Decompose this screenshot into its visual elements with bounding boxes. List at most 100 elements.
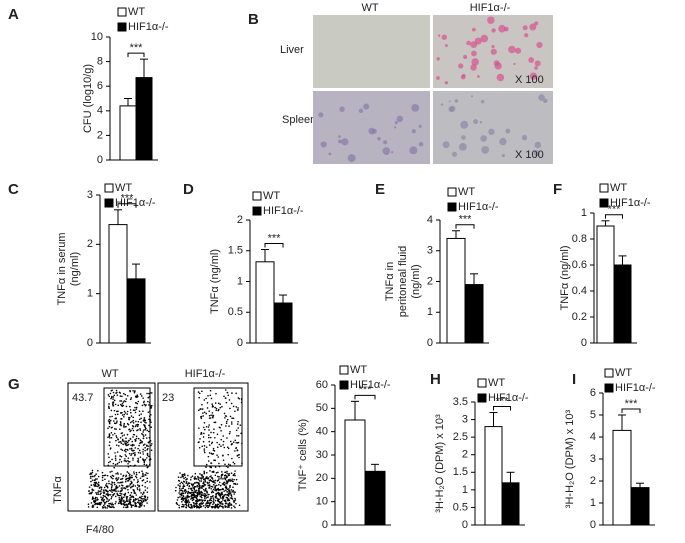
flow-dot (124, 448, 127, 451)
flow-dot (205, 397, 207, 400)
flow-dot (108, 441, 111, 443)
flow-dot (198, 491, 200, 493)
flow-dot (224, 505, 226, 507)
flow-dot (198, 480, 201, 482)
flow-dot (129, 409, 132, 411)
flow-dot (199, 477, 202, 479)
flow-dot (237, 454, 240, 456)
flow-dot (192, 491, 195, 494)
flow-dot (121, 438, 124, 441)
flow-dot (125, 455, 128, 458)
flow-dot (120, 455, 123, 458)
flow-dot (193, 506, 196, 509)
y-tick-label: 0 (581, 337, 587, 349)
flow-dot (94, 478, 97, 480)
flow-dot (197, 477, 199, 479)
flow-dot (94, 503, 96, 506)
flow-dot (129, 389, 131, 392)
flow-dot (232, 405, 235, 408)
flow-dot (202, 475, 205, 478)
flow-dot (214, 459, 216, 462)
flow-dot (115, 501, 117, 503)
flow-dot (233, 493, 236, 495)
flow-dot (182, 494, 185, 497)
flow-dot (215, 488, 218, 491)
flow-dot (200, 480, 203, 482)
flow-dot (106, 504, 109, 507)
flow-dot (203, 499, 206, 502)
flow-dot (136, 423, 139, 426)
flow-dot (112, 404, 114, 407)
flow-dot (104, 501, 107, 504)
flow-dot (119, 494, 122, 497)
texture-spot (496, 73, 505, 82)
flow-dot (113, 492, 116, 495)
flow-dot (201, 502, 203, 505)
flow-dot (115, 485, 118, 487)
flow-dot (225, 485, 227, 488)
flow-dot (119, 421, 122, 423)
flow-dot (132, 429, 135, 432)
flow-dot (198, 446, 201, 449)
flow-dot (204, 495, 207, 497)
flow-dot (179, 496, 181, 498)
flow-dot (119, 502, 122, 504)
flow-dot (128, 478, 131, 481)
flow-dot (134, 439, 137, 442)
legend-label: WT (488, 377, 505, 389)
flow-dot (109, 489, 111, 492)
flow-dot (208, 493, 210, 496)
flow-dot (214, 482, 216, 484)
flow-dot (108, 482, 110, 485)
flow-dot (137, 479, 139, 481)
flow-dot (135, 406, 138, 409)
flow-dot (129, 437, 132, 440)
flow-dot (102, 504, 105, 507)
flow-dot (192, 483, 195, 486)
flow-dot (220, 500, 223, 503)
flow-dot (198, 482, 200, 484)
flow-dot (188, 496, 191, 498)
legend-swatch (339, 365, 349, 375)
y-axis-label: TNFα (ng/ml) (209, 249, 221, 314)
flow-dot (228, 425, 230, 427)
flow-dot (201, 390, 203, 393)
flow-dot (202, 478, 205, 481)
flow-dot (111, 484, 113, 486)
bar (344, 419, 366, 526)
flow-dot (220, 438, 223, 441)
flow-dot (90, 473, 93, 475)
flow-dot (234, 470, 236, 472)
flow-dot (232, 461, 235, 464)
flow-dot (228, 499, 230, 502)
flow-dot (202, 440, 205, 443)
flow-dot (118, 497, 121, 499)
texture (318, 16, 548, 163)
flow-dot (214, 406, 216, 409)
flow-dot (109, 471, 112, 473)
flow-dot (134, 498, 137, 500)
flow-dot (129, 421, 132, 424)
flow-dot (234, 439, 237, 442)
flow-dot (214, 489, 216, 492)
y-tick-label: 0 (322, 519, 328, 531)
significance-bracket (621, 408, 641, 413)
bar (596, 225, 615, 344)
flow-dot (120, 503, 123, 505)
flow-dot (103, 498, 106, 501)
flow-dot (208, 481, 210, 484)
flow-dot (210, 462, 212, 464)
bar (255, 261, 275, 344)
flow-dot (138, 414, 141, 417)
flow-dot (136, 394, 139, 397)
flow-dot (132, 496, 135, 499)
flow-dot (225, 401, 228, 404)
significance-bracket (127, 52, 145, 58)
texture-spot (418, 141, 424, 147)
flow-dot (143, 461, 146, 464)
flow-dot (132, 452, 135, 455)
flow-dot (220, 488, 222, 491)
flow-dot (214, 507, 216, 509)
flow-dot (144, 486, 146, 488)
flow-dot (197, 475, 199, 478)
